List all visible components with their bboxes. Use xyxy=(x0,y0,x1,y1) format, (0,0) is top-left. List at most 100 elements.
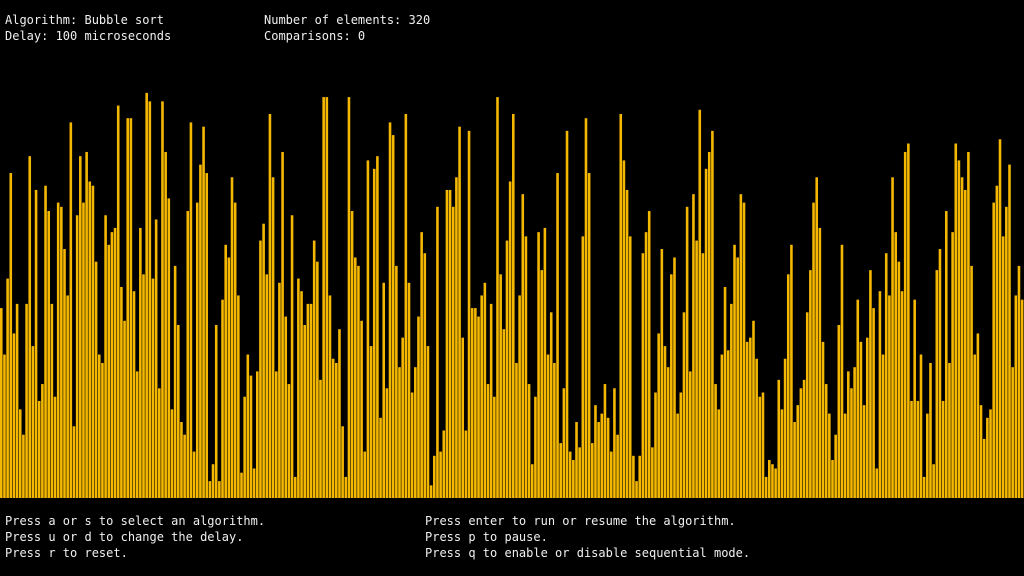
array-bar xyxy=(979,405,983,498)
array-bar xyxy=(180,422,183,498)
array-bar xyxy=(341,426,344,498)
array-bar xyxy=(72,426,76,498)
array-bar xyxy=(720,354,724,498)
array-bar xyxy=(391,135,395,498)
array-bar xyxy=(777,379,781,498)
array-bar xyxy=(938,249,942,498)
array-bar xyxy=(331,358,335,498)
array-bar xyxy=(385,388,389,498)
help-reset: Press r to reset. xyxy=(5,546,128,560)
array-bar xyxy=(622,160,626,498)
array-bar xyxy=(451,206,455,498)
array-bar xyxy=(723,287,727,498)
array-bar xyxy=(824,384,828,498)
array-bar xyxy=(663,346,667,498)
array-bar xyxy=(9,173,13,498)
array-bar xyxy=(960,177,964,498)
help-pause: Press p to pause. xyxy=(425,530,548,544)
array-bar xyxy=(970,265,973,498)
array-bar xyxy=(764,476,768,498)
array-bar xyxy=(935,270,939,498)
array-bar xyxy=(464,430,468,498)
array-bar xyxy=(37,400,41,498)
array-bar xyxy=(455,177,458,498)
array-bar xyxy=(350,211,354,499)
array-bar xyxy=(941,400,945,498)
array-bar xyxy=(929,362,932,498)
array-bar xyxy=(1001,236,1005,499)
array-bar xyxy=(97,354,101,498)
array-bar xyxy=(123,320,126,498)
array-bar xyxy=(679,392,683,498)
array-bar xyxy=(256,371,259,498)
array-bar xyxy=(540,270,544,498)
array-bar xyxy=(139,227,142,499)
array-bar xyxy=(274,371,278,498)
array-bar xyxy=(379,417,382,498)
array-bar xyxy=(944,211,948,499)
array-bar xyxy=(951,232,954,498)
array-bar xyxy=(183,434,186,498)
array-bar xyxy=(214,324,218,498)
array-bar xyxy=(834,434,837,498)
array-bar xyxy=(869,270,872,498)
array-bar xyxy=(957,160,961,498)
array-bar xyxy=(82,202,85,498)
array-bar xyxy=(739,194,743,498)
array-bar xyxy=(783,358,787,498)
array-bar xyxy=(461,337,465,498)
array-bar xyxy=(515,362,518,498)
array-bar xyxy=(1020,299,1024,498)
array-bar xyxy=(398,367,401,498)
array-bar xyxy=(113,227,117,499)
comparisons-label: Comparisons: 0 xyxy=(264,29,366,43)
array-bar xyxy=(56,202,60,498)
array-bar xyxy=(265,274,269,498)
array-bar xyxy=(252,468,256,498)
array-bar xyxy=(616,434,619,498)
array-bar xyxy=(809,270,812,498)
array-bar xyxy=(518,295,521,498)
array-bar xyxy=(91,185,95,498)
array-bar xyxy=(436,206,439,498)
array-bar xyxy=(338,329,341,498)
array-bar xyxy=(768,460,771,498)
array-bar xyxy=(644,232,648,498)
array-bar xyxy=(366,160,370,498)
help-sequential-mode: Press q to enable or disable sequential … xyxy=(425,546,751,560)
array-bar xyxy=(1017,265,1021,498)
array-bar xyxy=(404,113,408,498)
array-bar xyxy=(486,384,490,498)
array-bar xyxy=(815,177,818,498)
array-bar xyxy=(120,287,123,498)
array-bar xyxy=(926,413,929,498)
array-bar xyxy=(151,278,155,498)
array-bar xyxy=(15,303,19,498)
array-bar xyxy=(442,430,446,498)
array-bar xyxy=(303,324,306,498)
array-bar xyxy=(543,227,547,499)
help-change-delay: Press u or d to change the delay. xyxy=(5,530,244,544)
array-bar xyxy=(69,122,73,499)
array-bar xyxy=(376,156,379,498)
array-bar xyxy=(603,384,607,498)
array-bar xyxy=(856,299,860,498)
array-bar xyxy=(470,308,474,498)
array-bar xyxy=(527,384,531,498)
array-bar xyxy=(426,346,430,498)
array-bar xyxy=(499,274,502,498)
array-bar xyxy=(982,438,986,498)
array-bar xyxy=(932,464,935,498)
array-bar xyxy=(335,362,338,498)
array-bar xyxy=(297,278,300,498)
array-bar xyxy=(556,173,559,498)
array-bar xyxy=(922,476,926,498)
array-bar xyxy=(818,227,822,499)
array-bar xyxy=(780,409,784,498)
help-run-resume: Press enter to run or resume the algorit… xyxy=(425,514,736,528)
array-bar xyxy=(606,417,610,498)
array-bar xyxy=(101,362,104,498)
array-bar xyxy=(641,253,645,498)
array-bar xyxy=(793,422,796,498)
